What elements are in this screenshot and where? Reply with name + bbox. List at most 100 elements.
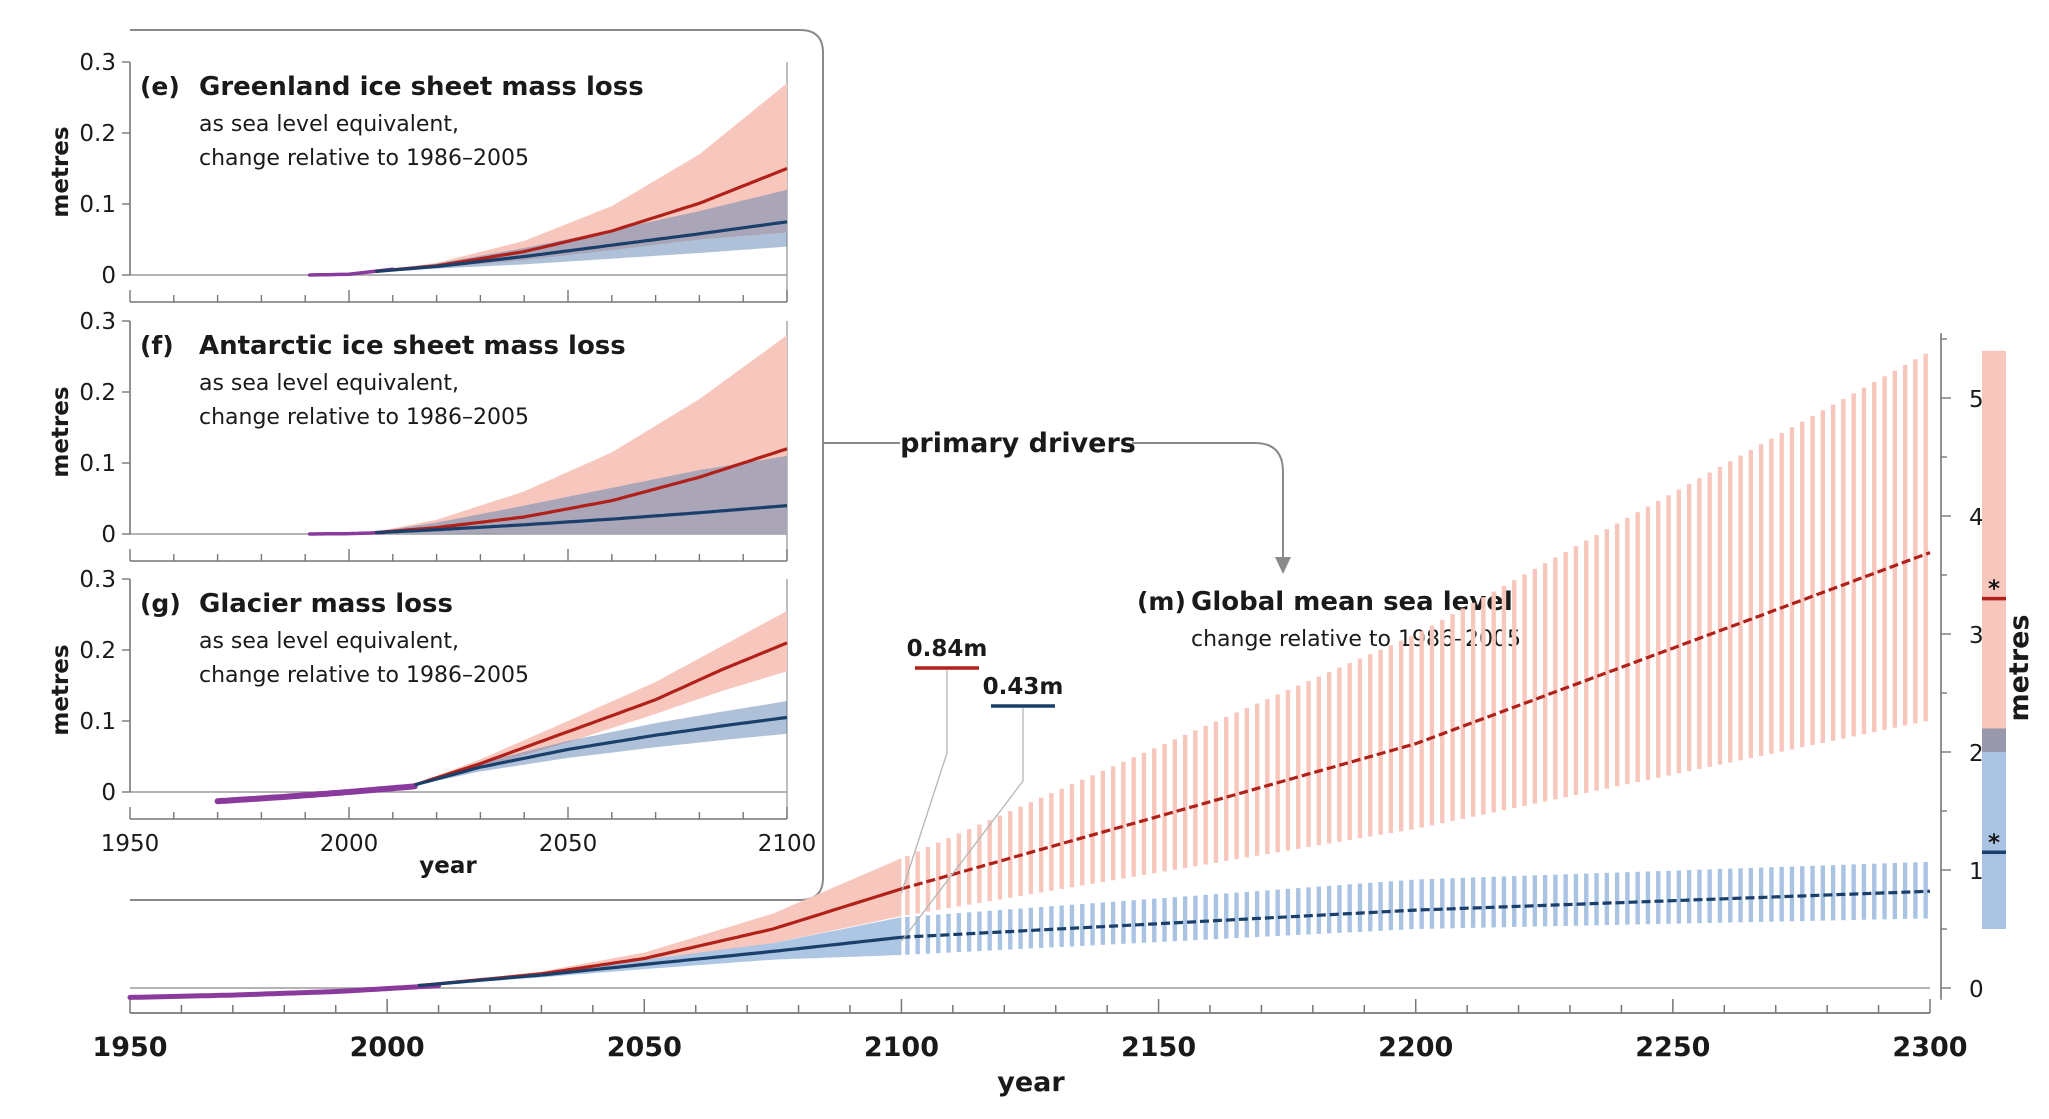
low-scenario-line xyxy=(414,715,788,787)
panel-m-subtitle: change relative to 1986–2005 xyxy=(1191,627,1521,652)
low-extended-bar xyxy=(1697,869,1702,924)
high-extended-bar xyxy=(1388,645,1394,834)
high-extended-bar xyxy=(1213,721,1219,863)
high-extended-bar xyxy=(1851,393,1856,737)
observed-line xyxy=(127,983,442,1000)
high-extended-bar xyxy=(987,820,992,902)
side-bar-low-marker: * xyxy=(1988,830,2000,856)
high-extended-bar xyxy=(1563,551,1568,798)
low-extended-bar xyxy=(1296,888,1301,935)
low-extended-bar xyxy=(997,910,1003,951)
x-tick-label: 2200 xyxy=(1378,1032,1453,1063)
high-extended-bar xyxy=(1378,649,1383,835)
high-extended-bar xyxy=(1419,631,1424,828)
low-extended-bar xyxy=(1851,864,1856,920)
y-tick-label: 1 xyxy=(1969,859,1984,885)
high-extended-bar xyxy=(1470,602,1476,817)
y-tick-label: 0.3 xyxy=(79,567,116,593)
low-extended-bar xyxy=(1604,872,1610,926)
high-extended-bar xyxy=(1254,703,1260,856)
high-extended-bar xyxy=(925,846,931,912)
high-extended-bar xyxy=(1882,376,1887,730)
low-extended-bar xyxy=(1625,872,1630,925)
high-extended-bar xyxy=(1121,761,1126,879)
x-tick-label: 2150 xyxy=(1121,1032,1196,1063)
panel-m-letter: (m) xyxy=(1137,587,1186,616)
high-extended-bar xyxy=(1131,757,1136,877)
low-extended-line xyxy=(901,889,1931,939)
high-scenario-band xyxy=(414,611,787,786)
high-extended-bar xyxy=(946,838,951,909)
x-tick-label: 2050 xyxy=(607,1032,682,1063)
low-extended-bar xyxy=(1121,900,1126,944)
low-extended-bar xyxy=(1594,873,1599,926)
low-extended-bar xyxy=(977,911,982,952)
low-extended-bar xyxy=(1141,899,1147,943)
low-scenario-line xyxy=(375,220,788,273)
high-extended-bar xyxy=(1542,563,1548,802)
high-extended-bar xyxy=(1676,489,1682,774)
panel-g-ylabel: metres xyxy=(48,644,74,735)
high-extended-bar xyxy=(1398,640,1404,832)
high-extended-bar xyxy=(1224,716,1229,862)
low-extended-bar xyxy=(1069,904,1075,947)
x-tick-label: 1950 xyxy=(92,1032,167,1063)
low-extended-bar xyxy=(1820,865,1826,921)
low-extended-bar xyxy=(1100,902,1106,945)
callout-leader xyxy=(900,752,948,894)
side-bar-overlap xyxy=(1982,728,2006,752)
callout-label: 0.43m xyxy=(983,674,1064,700)
primary-drivers-label: primary drivers xyxy=(900,428,1136,459)
y-tick-label: 4 xyxy=(1969,505,1984,531)
high-extended-bar xyxy=(1553,557,1558,800)
observed-line xyxy=(307,530,386,536)
low-extended-bar xyxy=(1656,871,1661,925)
high-extended-bar xyxy=(1460,608,1466,819)
high-extended-bar xyxy=(915,851,920,914)
high-extended-bar xyxy=(1769,438,1774,754)
low-extended-bar xyxy=(1182,896,1188,941)
x-tick-label: 2000 xyxy=(320,831,379,857)
panel-m-ylabel: metres xyxy=(2004,614,2035,721)
low-extended-bar xyxy=(1049,906,1054,948)
high-extended-bar xyxy=(1594,534,1599,791)
low-extended-bar xyxy=(1491,876,1496,928)
low-extended-bar xyxy=(1275,889,1280,937)
y-tick-label: 0.2 xyxy=(79,121,116,147)
high-extended-bar xyxy=(1522,574,1527,806)
high-extended-bar xyxy=(1275,694,1280,853)
high-extended-bar xyxy=(1656,500,1661,778)
panel-f-subtitle-line1: as sea level equivalent, xyxy=(199,371,459,396)
primary-drivers-connector: primary drivers xyxy=(823,428,1291,574)
low-extended-bar xyxy=(1676,870,1682,924)
low-extended-bar xyxy=(1645,871,1651,925)
y-tick-label: 0.2 xyxy=(79,380,116,406)
high-extended-bar xyxy=(1841,398,1846,739)
low-extended-bar xyxy=(1368,882,1373,932)
panel-m-plot: 1950 2000 2050 2100 2150 2200 2250 2300 0 1 2 3 4 5 0.… xyxy=(92,333,2006,1063)
high-extended-bar xyxy=(1758,444,1764,756)
high-extended-bar xyxy=(1686,483,1692,772)
side-bar-low-range xyxy=(1982,752,2006,929)
low-extended-bar xyxy=(1542,875,1548,927)
low-extended-bar xyxy=(1234,892,1239,939)
y-tick-label: 0.3 xyxy=(79,309,116,335)
side-bar-high-marker: * xyxy=(1988,577,2000,603)
panel-e-header: (e) Greenland ice sheet mass loss as sea… xyxy=(48,72,644,218)
low-extended-bar xyxy=(1429,878,1435,929)
low-extended-bar xyxy=(1573,873,1579,926)
high-extended-bar xyxy=(1337,667,1342,842)
low-extended-bar xyxy=(1553,874,1558,927)
low-extended-bar xyxy=(1758,867,1764,922)
low-extended-bar xyxy=(1738,868,1743,923)
low-extended-bar xyxy=(1841,864,1846,921)
high-extended-bar xyxy=(966,829,972,905)
high-extended-line xyxy=(900,551,1931,891)
panel-g-subtitle-line2: change relative to 1986–2005 xyxy=(199,663,529,688)
high-extended-bar xyxy=(1182,734,1188,868)
low-extended-bar xyxy=(1614,872,1620,925)
high-extended-bar xyxy=(1028,802,1034,895)
panel-f-header: (f) Antarctic ice sheet mass loss as sea… xyxy=(48,331,626,478)
low-extended-bar xyxy=(1409,879,1414,930)
low-extended-bar xyxy=(1080,903,1085,946)
